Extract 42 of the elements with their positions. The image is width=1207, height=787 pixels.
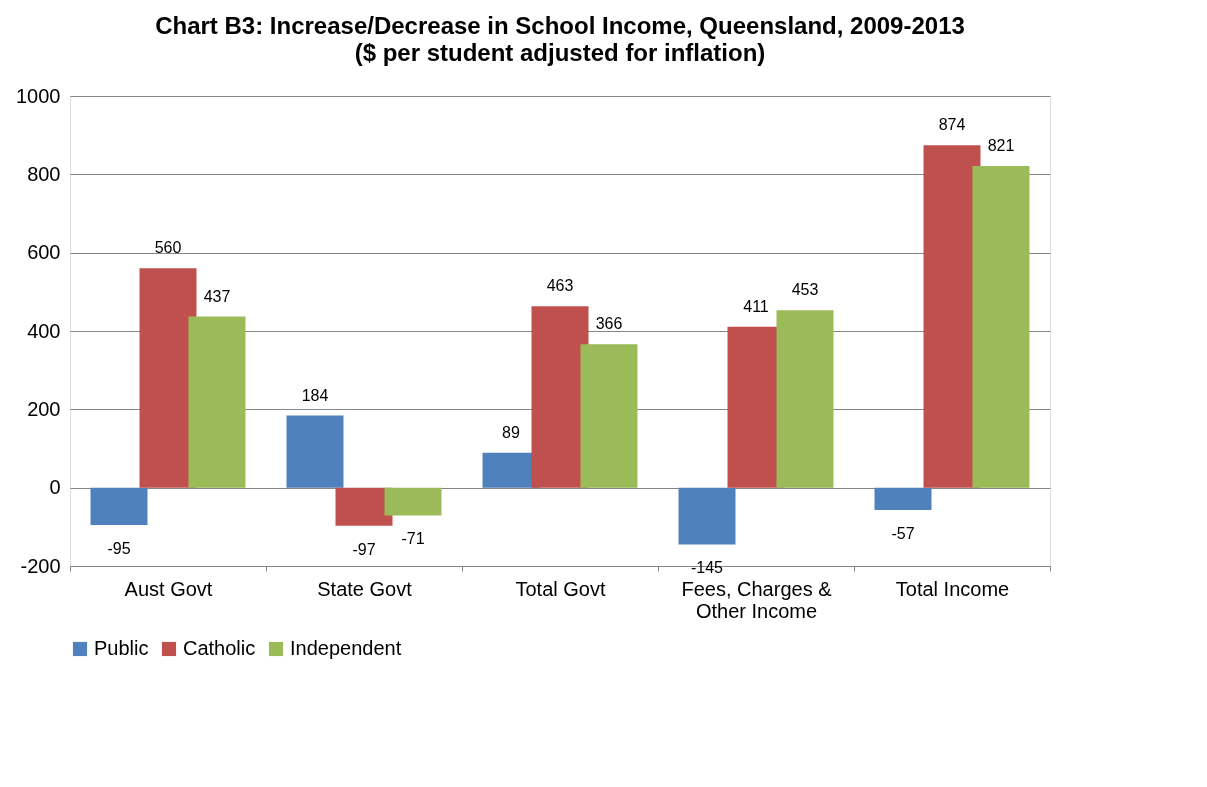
chart-subtitle: ($ per student adjusted for inflation) bbox=[354, 39, 766, 66]
y-tick-label: 800 bbox=[27, 162, 61, 185]
x-tick-label: Aust Govt bbox=[124, 577, 213, 600]
bar bbox=[188, 316, 246, 488]
data-label: 184 bbox=[301, 386, 329, 404]
data-label: 89 bbox=[502, 423, 520, 441]
data-label: 874 bbox=[938, 116, 966, 134]
bar bbox=[972, 166, 1030, 488]
y-tick-label: 400 bbox=[27, 319, 61, 342]
y-tick-label: 1000 bbox=[16, 84, 61, 107]
bar bbox=[580, 344, 638, 488]
data-label: 437 bbox=[203, 287, 231, 305]
data-label: -97 bbox=[352, 540, 376, 558]
data-label: -71 bbox=[401, 530, 425, 548]
y-tick-label: 600 bbox=[27, 241, 61, 264]
data-label: -57 bbox=[891, 524, 915, 542]
legend-label: Catholic bbox=[183, 637, 256, 659]
y-tick-label: -200 bbox=[20, 554, 61, 577]
data-label: -145 bbox=[690, 559, 724, 577]
data-label: -95 bbox=[107, 539, 131, 557]
x-tick-label: State Govt bbox=[317, 577, 413, 600]
bar bbox=[874, 487, 932, 510]
data-label: 560 bbox=[154, 239, 182, 257]
y-tick-label: 200 bbox=[27, 397, 61, 420]
bar bbox=[384, 487, 442, 516]
x-tick-label: Total Income bbox=[895, 577, 1010, 600]
x-tick-label: Total Govt bbox=[515, 577, 606, 600]
bar bbox=[286, 415, 344, 488]
legend-label: Independent bbox=[290, 637, 402, 659]
chart-title: Chart B3: Increase/Decrease in School Income, Queensland, 2009-2013 bbox=[155, 12, 965, 39]
bar bbox=[776, 310, 834, 488]
data-label: 821 bbox=[987, 137, 1015, 155]
data-label: 411 bbox=[743, 297, 769, 315]
data-label: 453 bbox=[791, 281, 819, 299]
y-tick-label: 0 bbox=[49, 476, 61, 499]
bar bbox=[90, 487, 148, 525]
x-tick-label: Fees, Charges & Other Income bbox=[681, 577, 833, 622]
legend-label: Public bbox=[94, 637, 149, 659]
data-label: 463 bbox=[546, 277, 574, 295]
data-label: 366 bbox=[595, 315, 623, 333]
bar bbox=[678, 487, 736, 545]
bar bbox=[335, 487, 393, 526]
